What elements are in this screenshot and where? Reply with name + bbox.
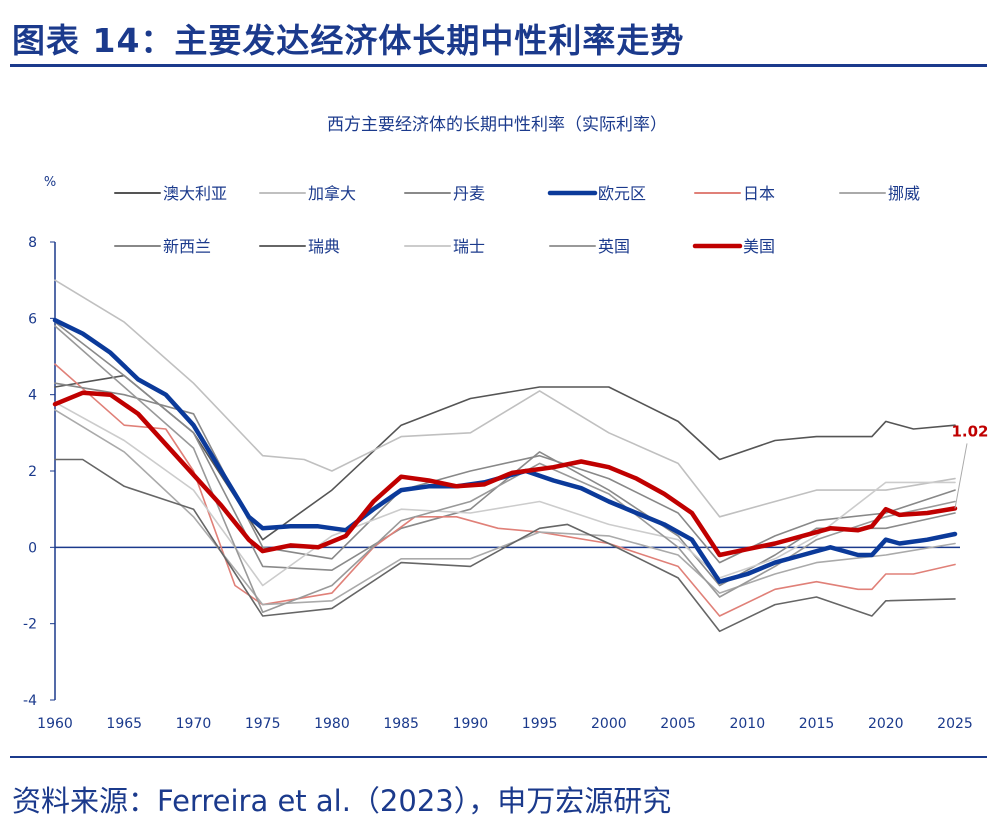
legend-item: 瑞士 [404, 237, 485, 256]
legend-item: 丹麦 [404, 184, 485, 203]
y-tick-label: 6 [28, 311, 37, 327]
x-tick-label: 1960 [37, 716, 73, 732]
x-tick-label: 1965 [106, 716, 142, 732]
x-tick-label: 2020 [868, 716, 904, 732]
legend-label: 丹麦 [453, 184, 485, 203]
legend-item: 欧元区 [547, 184, 646, 203]
series-line-4 [54, 363, 956, 617]
legend-item: 日本 [694, 184, 775, 203]
source-divider [10, 756, 987, 758]
y-tick-label: -2 [23, 617, 37, 633]
series-line-1 [54, 279, 956, 518]
legend-label: 欧元区 [598, 184, 646, 203]
x-tick-label: 2005 [660, 716, 696, 732]
chart-title: 西方主要经济体的长期中性利率（实际利率） [327, 115, 667, 135]
series-line-10 [52, 390, 958, 558]
legend-item: 英国 [549, 237, 630, 256]
legend-label: 挪威 [888, 184, 920, 203]
y-tick-label: 2 [28, 464, 37, 480]
series-line-6 [54, 382, 956, 564]
x-tick-label: 1985 [383, 716, 419, 732]
legend-label: 美国 [743, 237, 775, 256]
legend-label: 澳大利亚 [163, 184, 227, 203]
x-tick-label: 1970 [176, 716, 212, 732]
series-line-8 [54, 401, 956, 587]
legend-label: 英国 [598, 237, 630, 256]
x-tick-label: 2015 [799, 716, 835, 732]
x-tick-label: 2000 [591, 716, 627, 732]
title-divider [10, 64, 987, 67]
legend-item: 澳大利亚 [114, 184, 227, 203]
x-tick-label: 1990 [453, 716, 489, 732]
y-tick-label: 8 [28, 235, 37, 251]
annotation-us-latest: 1.02 [951, 422, 988, 440]
x-tick-label: 2025 [937, 716, 973, 732]
legend-item: 加拿大 [259, 184, 356, 203]
y-tick-label: -4 [23, 693, 37, 709]
figure-title: 图表 14：主要发达经济体长期中性利率走势 [12, 21, 685, 60]
legend-item: 美国 [692, 237, 775, 256]
legend-label: 新西兰 [163, 237, 211, 256]
legend-label: 加拿大 [308, 184, 356, 203]
legend-item: 新西兰 [114, 237, 211, 256]
series-line-7 [54, 458, 956, 633]
legend-item: 挪威 [839, 184, 920, 203]
source-note: 资料来源：Ferreira et al.（2023），申万宏源研究 [12, 784, 672, 818]
y-tick-label: 4 [28, 388, 37, 404]
x-tick-label: 1980 [314, 716, 350, 732]
legend-label: 瑞士 [453, 237, 485, 256]
series-line-3 [52, 317, 958, 584]
legend-label: 日本 [743, 184, 775, 203]
y-axis-label: % [44, 175, 56, 190]
x-tick-label: 1995 [522, 716, 558, 732]
y-tick-label: 0 [28, 540, 37, 556]
annotation-leader [954, 443, 968, 509]
legend-label: 瑞典 [308, 237, 340, 256]
x-tick-label: 1975 [245, 716, 281, 732]
x-tick-label: 2010 [729, 716, 765, 732]
series-line-0 [54, 374, 956, 541]
legend-item: 瑞典 [259, 237, 340, 256]
